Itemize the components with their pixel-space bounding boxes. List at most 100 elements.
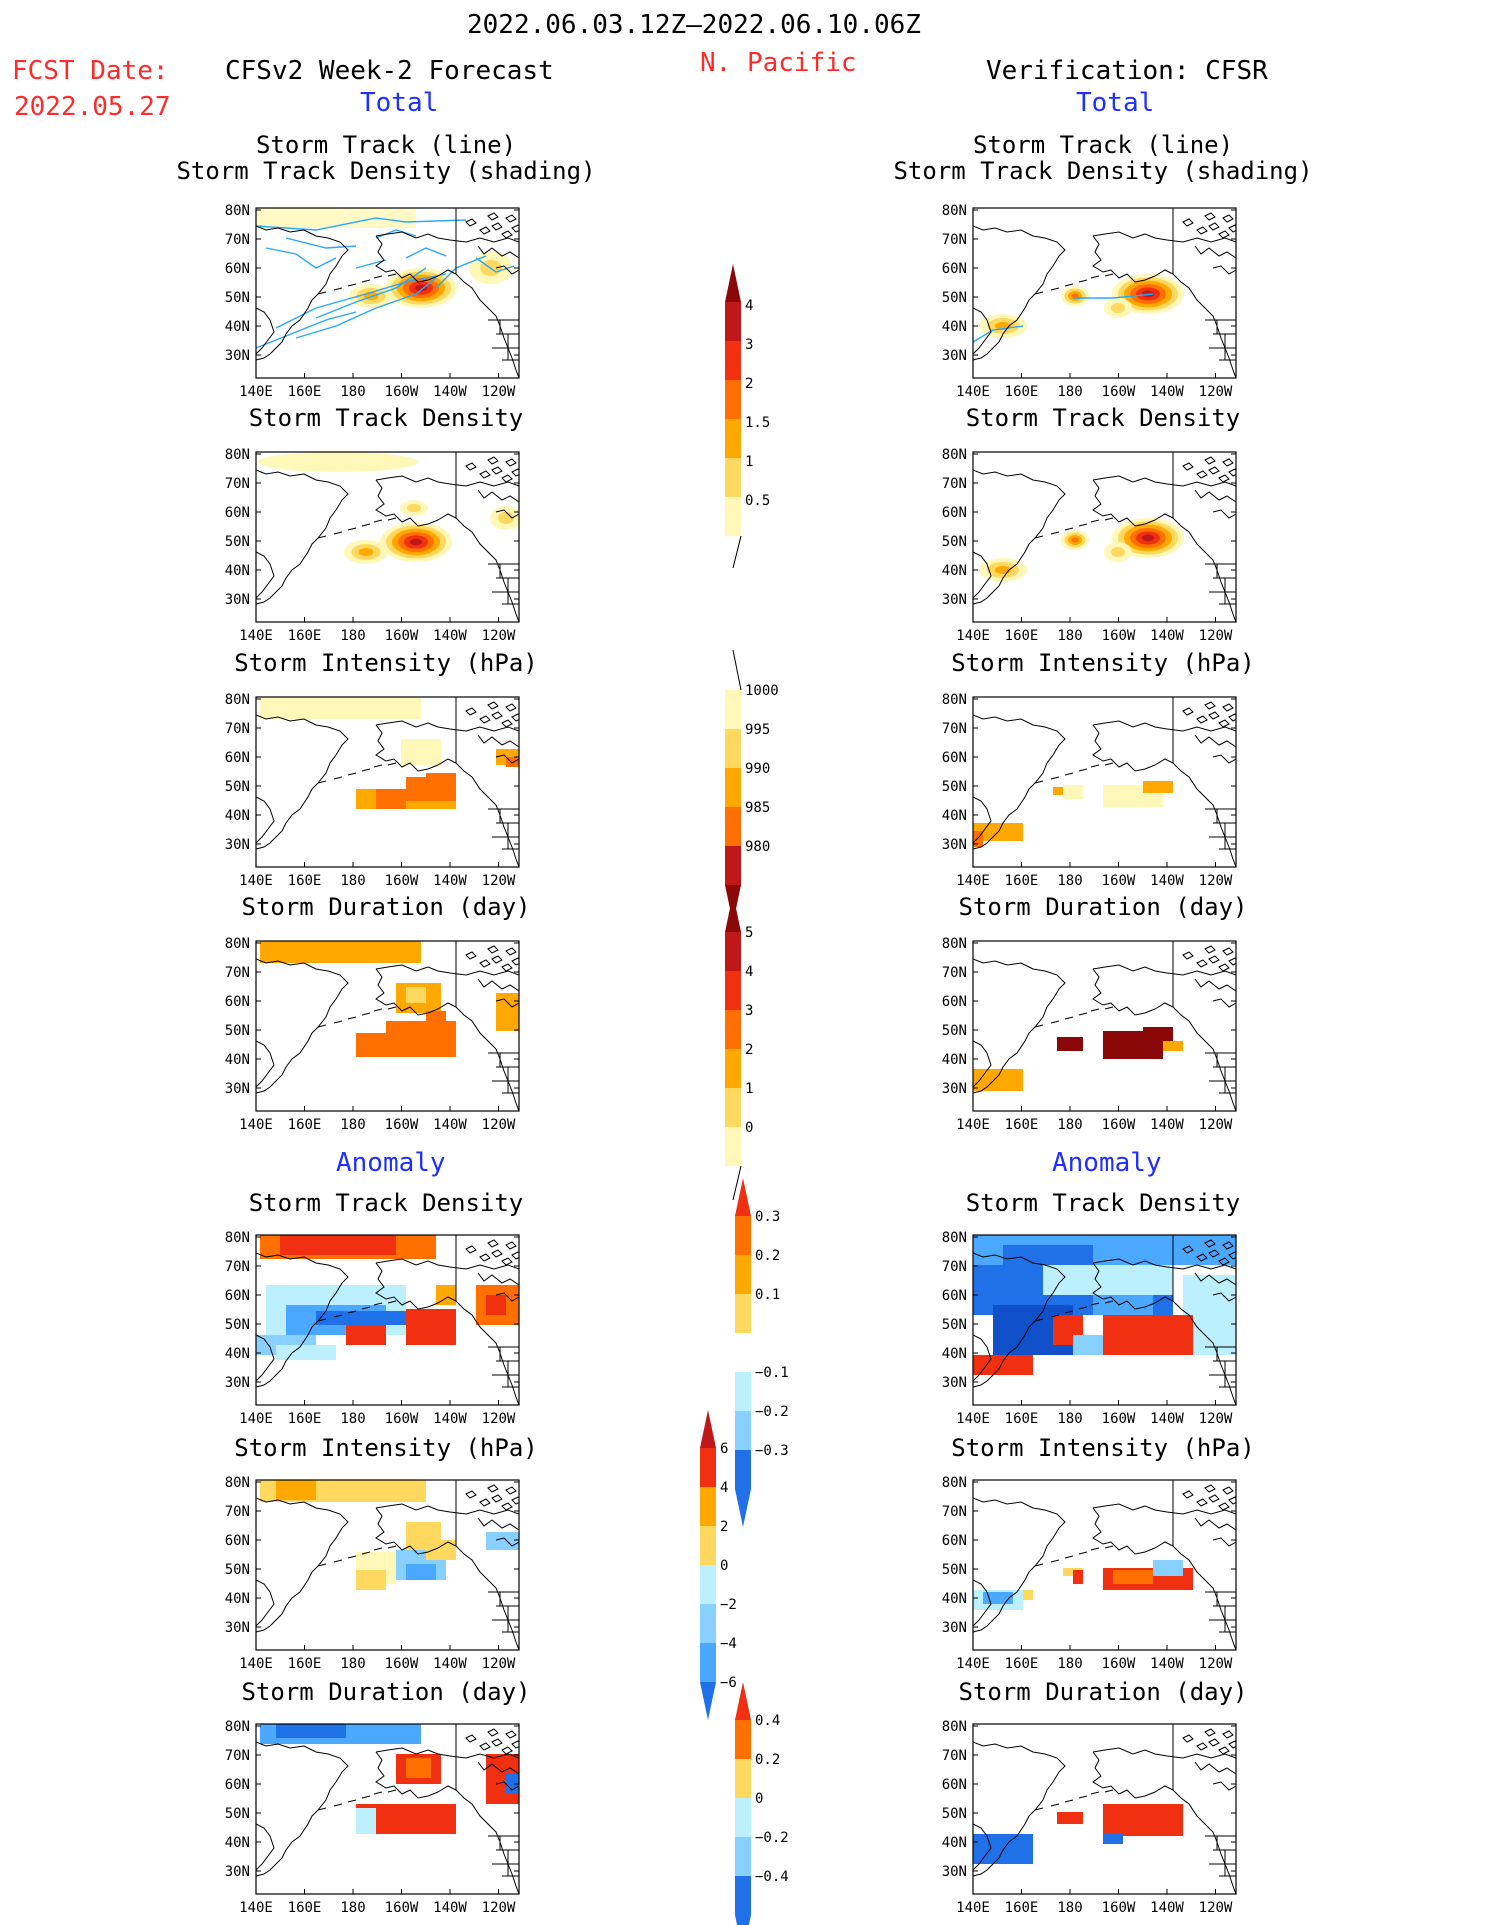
forecast-intensity-anom-map: 80N 70N 60N 50N 40N 30N 140E 160E 180 160W 140W 120…: [225, 1475, 520, 1672]
colorbar-density-total: 4 3 2 1.5 1 0.5: [725, 264, 770, 569]
colorbar-label: −4: [720, 1636, 737, 1652]
colorbar-label: 0.4: [755, 1713, 780, 1729]
lon-tick-label: 140W: [433, 873, 467, 889]
lat-tick-label: 50N: [942, 1562, 967, 1578]
lon-tick-label: 160W: [385, 1900, 419, 1916]
lon-tick-label: 140E: [239, 384, 273, 400]
colorbar-label: 0.5: [745, 493, 770, 509]
lat-tick-label: 40N: [942, 319, 967, 335]
lon-tick-label: 120W: [1199, 1900, 1233, 1916]
verification-intensity-title: Storm Intensity (hPa): [951, 649, 1255, 677]
map-frame: [255, 1234, 520, 1406]
forecast-intensity-map: 80N 70N 60N 50N 40N 30N 140E 160E 180 160W 140W 120…: [225, 692, 520, 889]
lon-tick-label: 140E: [956, 1411, 990, 1427]
colorbar-label: 995: [745, 722, 770, 738]
lon-tick-label: 160W: [1102, 628, 1136, 644]
colorbar-label: −0.4: [755, 1869, 789, 1885]
forecast-density-title: Storm Track Density: [248, 404, 524, 432]
lat-tick-label: 30N: [225, 1620, 250, 1636]
map-frame: [255, 696, 520, 868]
lat-tick-label: 50N: [225, 1317, 250, 1333]
lon-tick-label: 140E: [239, 1117, 273, 1133]
verification-density-title: Storm Track Density: [965, 404, 1241, 432]
lat-tick-label: 70N: [225, 721, 250, 737]
lat-tick-label: 60N: [225, 994, 250, 1010]
lat-tick-label: 50N: [225, 1023, 250, 1039]
lon-tick-label: 120W: [482, 1411, 516, 1427]
map-frame: [255, 207, 520, 379]
lon-tick-label: 160E: [1005, 873, 1039, 889]
lat-tick-label: 40N: [942, 1346, 967, 1362]
colorbar-label: 5: [745, 925, 753, 941]
lat-tick-label: 50N: [225, 1562, 250, 1578]
lon-tick-label: 180: [1057, 873, 1082, 889]
lat-tick-label: 40N: [225, 1052, 250, 1068]
forecast-duration-anom-map: 80N 70N 60N 50N 40N 30N 140E 160E 180 160W 140W 120…: [225, 1719, 520, 1916]
colorbar-density-anom: 0.3 0.2 0.1 −0.1 −0.2 −0.3: [735, 1178, 789, 1527]
colorbar-label: 2: [745, 376, 753, 392]
lon-tick-label: 160W: [1102, 1900, 1136, 1916]
map-frame: [972, 1723, 1237, 1895]
lon-tick-label: 140W: [433, 384, 467, 400]
forecast-density-map: 80N 70N 60N 50N 40N 30N 140E 160E 180 160W 140W 120…: [225, 447, 520, 644]
lat-tick-label: 70N: [225, 965, 250, 981]
verification-density-anom-map: 80N 70N 60N 50N 40N 30N 140E 160E 180 160W 140W 120…: [942, 1230, 1237, 1427]
verification-duration-map: 80N 70N 60N 50N 40N 30N 140E 160E 180 160W 140W 120…: [942, 936, 1237, 1133]
lat-tick-label: 80N: [225, 1719, 250, 1735]
lat-tick-label: 30N: [225, 348, 250, 364]
lat-tick-label: 40N: [942, 808, 967, 824]
verification-density-map: 80N 70N 60N 50N 40N 30N 140E 160E 180 160W 140W 120…: [942, 447, 1237, 644]
lon-tick-label: 180: [1057, 1656, 1082, 1672]
map-frame: [972, 940, 1237, 1112]
lat-tick-label: 70N: [225, 1748, 250, 1764]
lon-tick-label: 160E: [288, 873, 322, 889]
verification-intensity-anom-map: 80N 70N 60N 50N 40N 30N 140E 160E 180 160W 140W 120…: [942, 1475, 1237, 1672]
colorbar-label: −2: [720, 1597, 737, 1613]
lon-tick-label: 160E: [288, 384, 322, 400]
colorbar-label: −0.1: [755, 1365, 789, 1381]
lat-tick-label: 30N: [225, 1081, 250, 1097]
colorbar-intensity-anom: 6 4 2 0 −2 −4 −6: [700, 1410, 737, 1720]
lat-tick-label: 30N: [942, 837, 967, 853]
lat-tick-label: 30N: [942, 592, 967, 608]
map-frame: [255, 451, 520, 623]
lat-tick-label: 60N: [225, 1288, 250, 1304]
lat-tick-label: 70N: [942, 476, 967, 492]
colorbar-label: 3: [745, 1003, 753, 1019]
lon-tick-label: 140W: [433, 1656, 467, 1672]
colorbar-label: 4: [720, 1480, 728, 1496]
lat-tick-label: 60N: [942, 994, 967, 1010]
lon-tick-label: 140E: [239, 1656, 273, 1672]
lon-tick-label: 120W: [1199, 1411, 1233, 1427]
lat-tick-label: 60N: [942, 750, 967, 766]
lon-tick-label: 140E: [956, 873, 990, 889]
colorbar-label: 985: [745, 800, 770, 816]
colorbar-label: 3: [745, 337, 753, 353]
lon-tick-label: 120W: [482, 384, 516, 400]
colorbar-label: 0.2: [755, 1248, 780, 1264]
map-frame: [255, 940, 520, 1112]
lon-tick-label: 160W: [385, 628, 419, 644]
lat-tick-label: 40N: [225, 808, 250, 824]
lat-tick-label: 50N: [942, 1317, 967, 1333]
forecast-intensity-anom-title: Storm Intensity (hPa): [234, 1434, 538, 1462]
lon-tick-label: 140E: [239, 1411, 273, 1427]
lat-tick-label: 30N: [942, 1620, 967, 1636]
lat-tick-label: 70N: [225, 476, 250, 492]
lon-tick-label: 180: [340, 384, 365, 400]
lat-tick-label: 30N: [225, 1864, 250, 1880]
colorbar-duration-anom: 0.4 0.2 0 −0.2 −0.4: [735, 1682, 789, 1925]
lat-tick-label: 60N: [225, 1777, 250, 1793]
map-frame: [255, 1479, 520, 1651]
lon-tick-label: 180: [1057, 1900, 1082, 1916]
lon-tick-label: 140W: [1150, 1656, 1184, 1672]
lat-tick-label: 60N: [942, 1288, 967, 1304]
lat-tick-label: 60N: [225, 505, 250, 521]
lat-tick-label: 80N: [225, 447, 250, 463]
lat-tick-label: 80N: [942, 447, 967, 463]
lat-tick-label: 70N: [225, 1259, 250, 1275]
verification-intensity-anom-title: Storm Intensity (hPa): [951, 1434, 1255, 1462]
lon-tick-label: 160E: [288, 628, 322, 644]
map-frame: [972, 696, 1237, 868]
